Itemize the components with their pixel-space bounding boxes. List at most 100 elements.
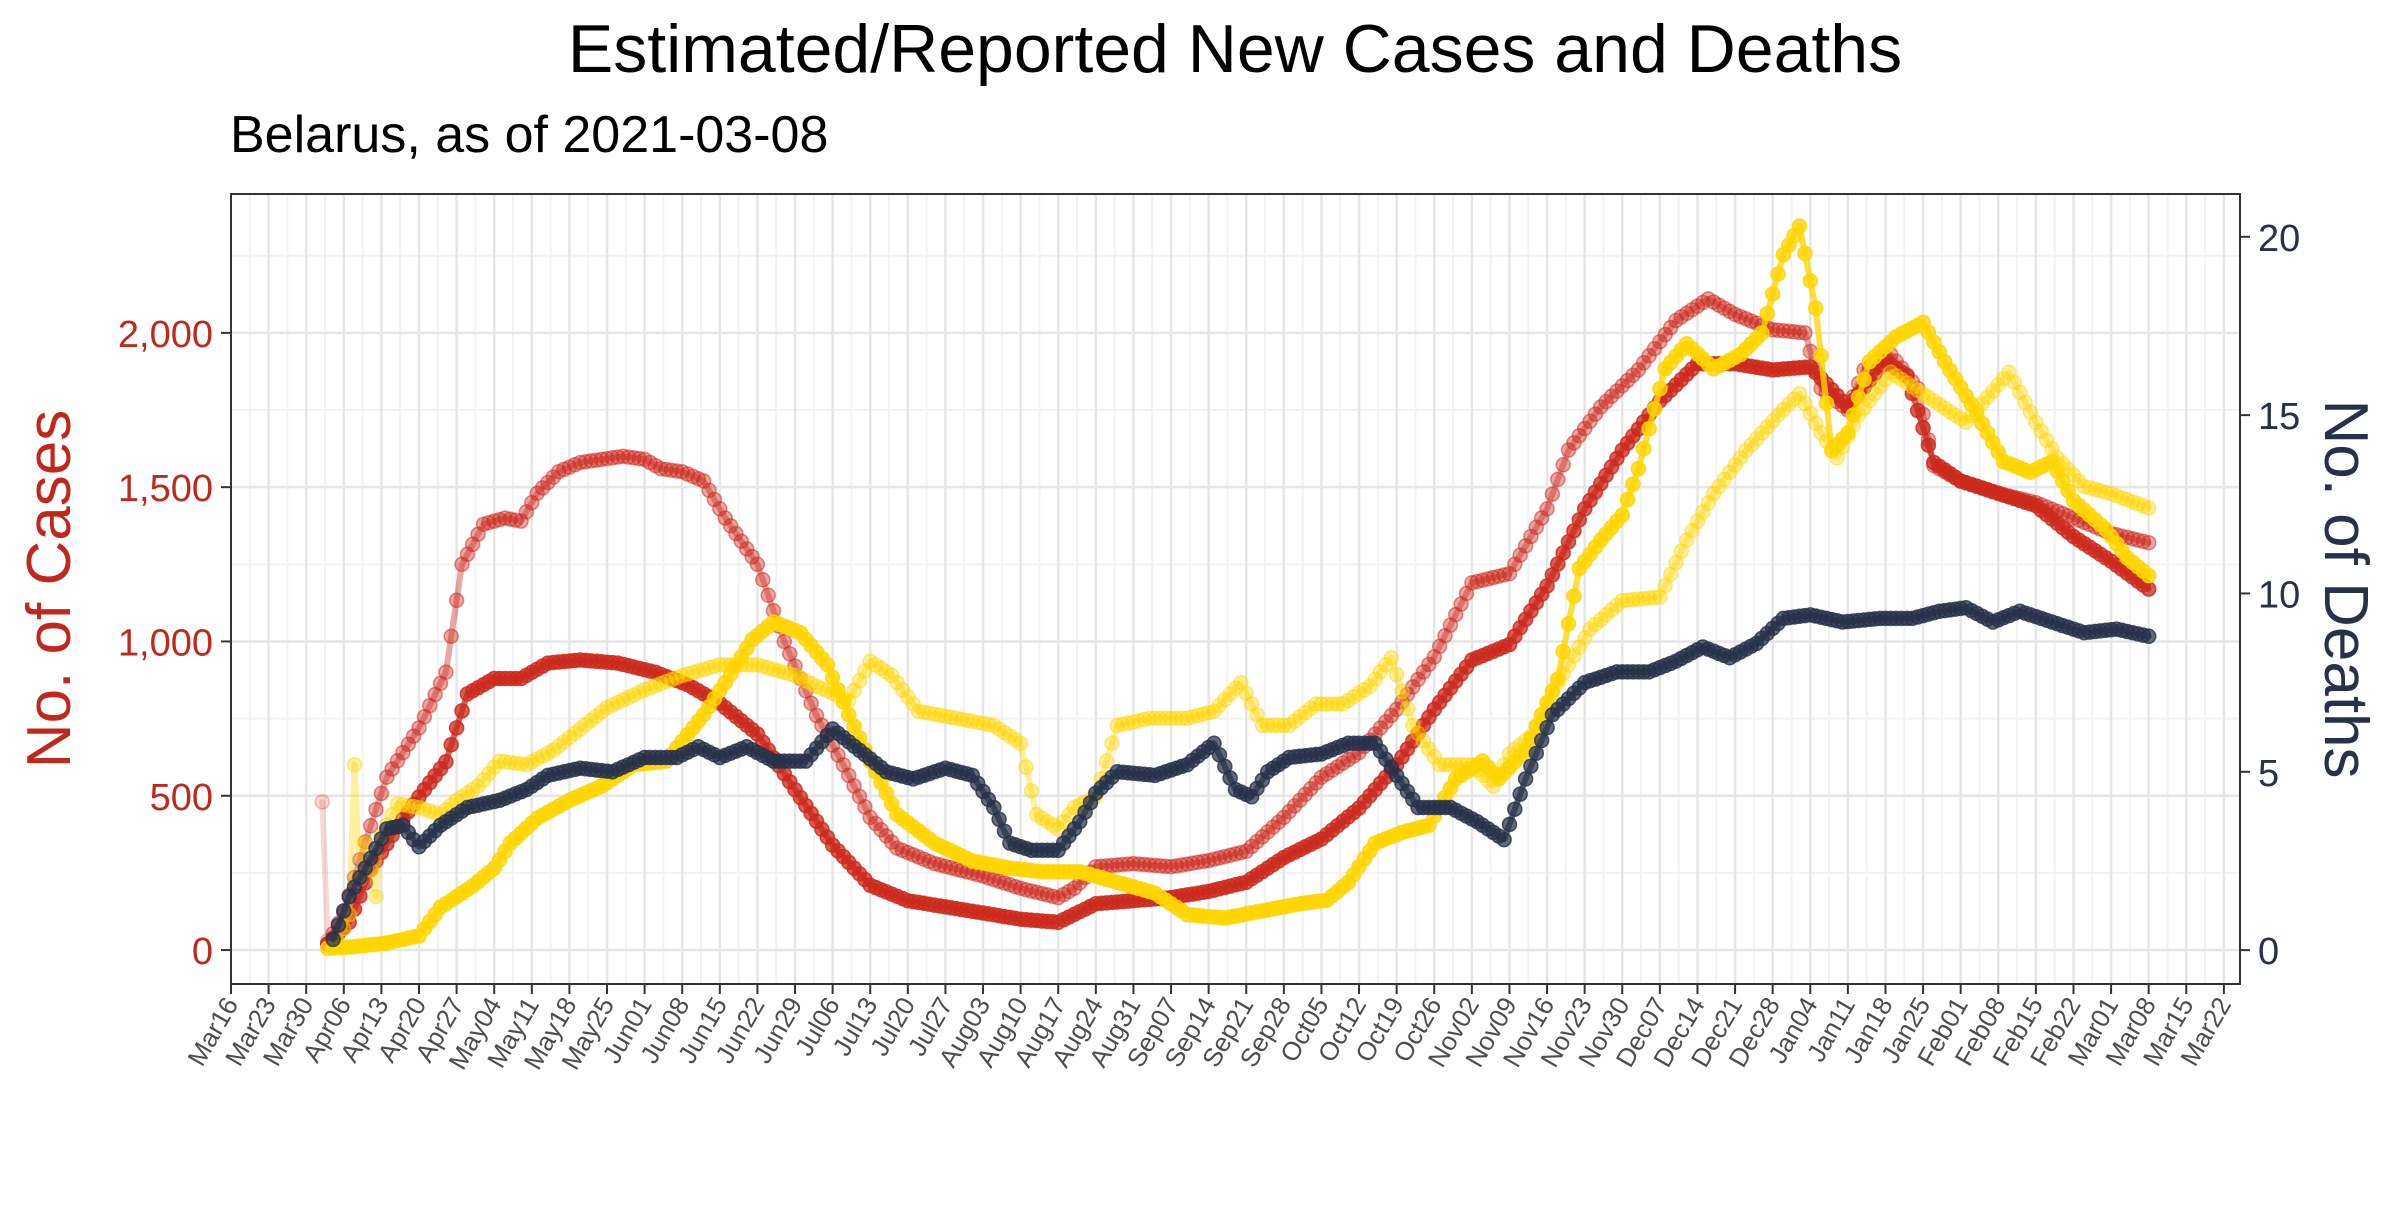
data-point — [2092, 482, 2109, 499]
data-point — [1292, 709, 1308, 725]
data-point — [1297, 704, 1314, 721]
data-point — [1840, 425, 1856, 441]
data-point — [1582, 621, 1598, 637]
data-point — [1619, 491, 1636, 508]
data-point — [1297, 786, 1314, 803]
data-point — [1523, 528, 1539, 545]
data-point — [1206, 703, 1222, 719]
data-point — [1721, 464, 1738, 480]
data-point — [362, 818, 379, 834]
data-point — [502, 754, 519, 771]
data-point — [1120, 715, 1136, 731]
data-point — [765, 661, 782, 678]
data-point — [1324, 696, 1340, 712]
data-point — [518, 756, 535, 773]
data-point — [507, 512, 524, 528]
data-point — [873, 660, 889, 677]
data-point — [384, 761, 400, 777]
data-point — [2135, 498, 2152, 514]
data-point — [2140, 534, 2157, 551]
data-point — [1813, 347, 1829, 364]
data-point — [2108, 487, 2125, 504]
data-point — [379, 769, 395, 785]
data-point — [1797, 395, 1813, 412]
data-point — [1227, 680, 1244, 697]
y-right-tick-label: 0 — [2258, 931, 2279, 973]
data-point — [1909, 402, 1926, 419]
data-point — [1850, 389, 1867, 406]
series-line — [324, 223, 2152, 952]
data-point — [1302, 780, 1319, 797]
data-point — [1351, 685, 1367, 702]
data-point — [685, 664, 701, 681]
series-2 — [319, 352, 2157, 952]
data-point — [749, 556, 766, 573]
data-point — [1340, 692, 1357, 709]
data-point — [959, 712, 975, 729]
data-point — [1254, 717, 1271, 734]
data-point — [325, 931, 341, 948]
data-point — [518, 504, 535, 520]
data-point — [314, 794, 331, 810]
data-point — [448, 720, 465, 736]
data-point — [1544, 486, 1561, 502]
data-point — [2071, 473, 2087, 489]
data-point — [1276, 717, 1292, 734]
data-point — [2022, 404, 2039, 421]
data-point — [2081, 480, 2098, 496]
data-point — [1791, 324, 1808, 341]
data-point — [1442, 756, 1459, 773]
data-point — [2135, 533, 2152, 550]
data-point — [1114, 716, 1131, 732]
data-point — [2140, 581, 2157, 597]
data-point — [674, 667, 690, 684]
data-point — [1625, 591, 1641, 608]
data-point — [1550, 671, 1566, 687]
left-axis: 0 500 1,000 1,500 2,000 — [118, 314, 231, 973]
data-point — [1652, 380, 1668, 397]
data-point — [438, 664, 454, 681]
data-point — [416, 801, 433, 817]
data-point — [2119, 491, 2135, 508]
y-left-tick-label: 1,500 — [118, 468, 213, 510]
data-point — [1856, 371, 1872, 388]
data-point — [1899, 375, 1915, 391]
right-axis: 0 5 10 15 20 — [2240, 218, 2300, 973]
data-point — [1163, 710, 1179, 727]
data-point — [1630, 591, 1647, 607]
data-point — [1233, 674, 1249, 691]
data-point — [1904, 378, 1921, 395]
data-point — [1174, 710, 1190, 727]
data-point — [1711, 478, 1727, 495]
data-point — [513, 756, 529, 772]
data-point — [1281, 803, 1297, 820]
data-point — [448, 592, 465, 609]
data-point — [701, 482, 717, 499]
data-point — [2130, 496, 2146, 512]
data-point — [2006, 374, 2023, 391]
data-point — [411, 799, 427, 816]
data-point — [1883, 364, 1899, 381]
data-point — [1028, 806, 1045, 823]
data-point — [1716, 471, 1733, 488]
data-point — [1104, 735, 1120, 752]
data-point — [1802, 405, 1819, 422]
data-point — [1625, 476, 1641, 492]
data-point — [1936, 400, 1953, 416]
data-point — [1915, 420, 1931, 436]
data-point — [1657, 577, 1673, 594]
data-point — [615, 692, 631, 708]
data-point — [921, 705, 938, 721]
data-point — [1437, 756, 1453, 773]
data-point — [2140, 567, 2157, 584]
data-point — [1770, 266, 1786, 282]
data-point — [330, 917, 347, 933]
data-point — [1598, 607, 1614, 623]
y-axis-right-label: No. of Deaths — [2311, 399, 2380, 778]
data-point — [1098, 753, 1115, 769]
data-point — [964, 713, 981, 730]
data-point — [1797, 325, 1813, 341]
data-point — [1007, 731, 1024, 748]
data-point — [943, 709, 959, 726]
